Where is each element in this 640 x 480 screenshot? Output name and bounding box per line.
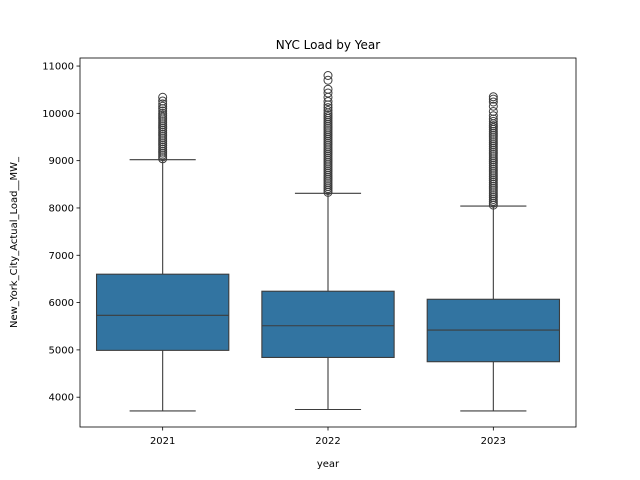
outlier-point (158, 108, 168, 118)
box-group-2021 (95, 92, 230, 412)
outlier-point (158, 101, 168, 111)
outlier-point (488, 106, 498, 116)
outlier-point (158, 96, 168, 106)
iqr-box (261, 290, 395, 359)
plot-frame (79, 57, 577, 428)
outlier-point (488, 94, 498, 104)
box-group-2022 (261, 71, 395, 411)
box-group-2023 (426, 92, 561, 412)
outlier-point (323, 103, 333, 113)
y-tick-label: 6000 (49, 298, 74, 309)
outlier-point (323, 88, 333, 98)
outlier-point (158, 92, 168, 102)
outlier-point (323, 71, 333, 81)
outlier-point (158, 99, 168, 109)
outlier-point (488, 111, 498, 121)
y-tick-label: 10000 (42, 109, 74, 120)
y-tick-label: 11000 (42, 62, 74, 73)
y-axis-title: New_York_City_Actual_Load__MW_ (9, 156, 20, 328)
outlier-point (323, 97, 333, 107)
outlier-point (488, 116, 498, 126)
x-tick-label: 2022 (315, 436, 340, 447)
outlier-point (488, 101, 498, 111)
y-tick-label: 4000 (49, 393, 74, 404)
x-tick-label: 2023 (481, 436, 506, 447)
outlier-point (323, 75, 333, 85)
outlier-point (158, 106, 168, 116)
outlier-point (488, 97, 498, 107)
iqr-box (95, 273, 230, 351)
y-tick-label: 7000 (49, 251, 74, 262)
y-tick-label: 9000 (49, 156, 74, 167)
y-tick-label: 8000 (49, 203, 74, 214)
chart-title: NYC Load by Year (276, 38, 380, 52)
x-axis-title: year (317, 459, 340, 470)
plot-area: 4000 5000 6000 7000 8000 9000 10000 11000 2021 20… (42, 62, 561, 447)
x-tick-label: 2021 (150, 436, 175, 447)
y-tick-label: 5000 (49, 345, 74, 356)
outlier-point (323, 84, 333, 94)
outlier-point (488, 92, 498, 102)
outlier-point (323, 106, 333, 116)
